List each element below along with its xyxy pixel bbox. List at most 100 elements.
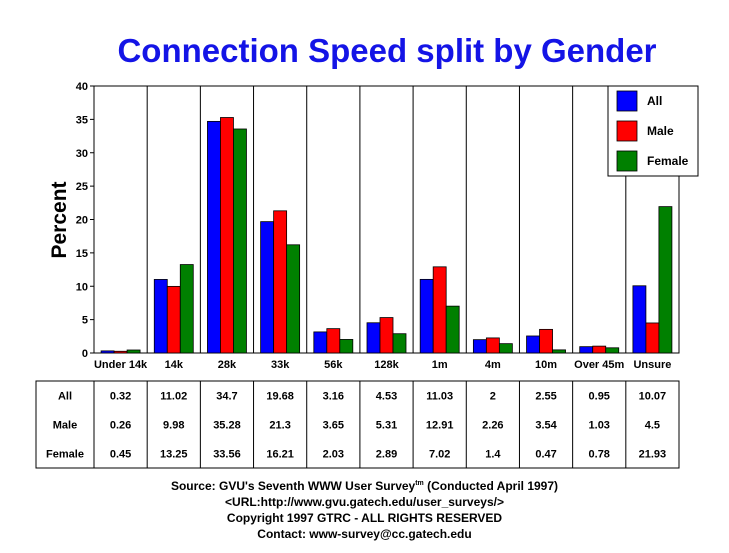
bar-all [579, 346, 594, 354]
bar-female [126, 349, 141, 354]
bar-male [273, 210, 288, 354]
table-cell: 7.02 [429, 449, 450, 461]
y-tick-label: 15 [76, 248, 88, 260]
table-cell: 2.55 [535, 391, 556, 403]
bar-male [379, 317, 394, 354]
bar-male [592, 345, 607, 354]
bar-female [392, 333, 407, 354]
table-cell: 21.93 [639, 449, 667, 461]
table-cell: 21.3 [269, 420, 290, 432]
bar-all [313, 331, 328, 354]
x-tick-label: 128k [374, 359, 399, 371]
table-cell: 34.7 [216, 391, 237, 403]
bar-all [260, 221, 275, 354]
y-tick-label: 25 [76, 181, 88, 193]
table-cell: 10.07 [639, 391, 667, 403]
legend-label: Male [647, 124, 674, 138]
x-tick-label: 56k [324, 359, 343, 371]
table-cell: 3.65 [323, 420, 344, 432]
table-frame [35, 380, 680, 469]
x-tick-label: 33k [271, 359, 290, 371]
x-tick-label: 4m [485, 359, 501, 371]
table-cell: 5.31 [376, 420, 397, 432]
source-text: Source: GVU's Seventh WWW User Survey [170, 479, 416, 493]
data-table: All 0.32 11.02 34.7 19.68 3.16 4.53 11.03 2 2.55 0… [35, 380, 680, 469]
bar-male [485, 337, 500, 354]
contact-text: Contact: www-survey@cc.gatech.edu [257, 527, 472, 541]
table-cell: 12.91 [426, 420, 454, 432]
table-cell: 3.54 [535, 420, 557, 432]
table-cell: 0.26 [110, 420, 131, 432]
table-cell: 19.68 [266, 391, 294, 403]
table-cell: 2.89 [376, 449, 397, 461]
bar-male [220, 117, 234, 354]
table-cell: 11.03 [426, 391, 453, 403]
bar-female [605, 347, 620, 354]
table-cell: 1.4 [485, 449, 501, 461]
table-row-label: All [58, 391, 72, 403]
table-cell: 4.5 [645, 420, 660, 432]
bar-female [286, 244, 301, 354]
x-tick-label: 10m [535, 359, 557, 371]
table-cell: 11.02 [160, 391, 187, 403]
table-cell: 35.28 [213, 420, 241, 432]
table-cell: 1.03 [589, 420, 610, 432]
x-tick-label: Over 45m [574, 359, 624, 371]
table-cell: 2 [490, 391, 496, 403]
bar-male [166, 285, 181, 354]
bar-female [445, 305, 460, 354]
bar-all [526, 335, 540, 354]
y-tick-label: 10 [76, 281, 88, 293]
legend-label: Female [647, 154, 689, 168]
bar-all [472, 339, 487, 354]
source-footer: Source: GVU's Seventh WWW User Surveytm … [0, 476, 729, 542]
legend-label: All [647, 94, 662, 108]
legend-swatch-all [616, 90, 638, 112]
table-cell: 33.56 [213, 449, 241, 461]
table-cell: 2.03 [323, 449, 344, 461]
table-cell: 2.26 [482, 420, 503, 432]
x-tick-label: Unsure [633, 359, 671, 371]
source-line: Source: GVU's Seventh WWW User Surveytm … [0, 476, 729, 494]
y-tick-label: 40 [76, 81, 88, 93]
bar-female [233, 128, 247, 354]
bar-all [632, 285, 647, 354]
bar-all [207, 120, 221, 354]
bar-female [339, 339, 354, 354]
table-cell: 0.32 [110, 391, 131, 403]
bar-male [432, 266, 447, 354]
y-axis-label: Percent [48, 181, 71, 258]
y-tick-label: 5 [82, 315, 88, 327]
trademark-mark: tm [415, 480, 424, 487]
bar-female [658, 206, 673, 354]
y-tick-label: 30 [76, 148, 88, 160]
table-cell: 4.53 [376, 391, 397, 403]
x-tick-label: Under 14k [94, 359, 148, 371]
y-tick-label: 35 [76, 114, 88, 126]
bar-male [645, 322, 660, 354]
bar-all [366, 322, 381, 354]
table-row-label: Female [46, 449, 84, 461]
x-tick-label: 28k [218, 359, 237, 371]
bar-female [498, 343, 513, 354]
plot-area: 0 5 10 15 20 25 30 35 40 Under 14k 14k 28k 33k 56k 128… [76, 81, 680, 371]
bar-male [113, 350, 128, 354]
bar-male [539, 328, 553, 354]
bar-all [153, 279, 168, 354]
table-cell: 9.98 [163, 420, 184, 432]
x-tick-label: 14k [165, 359, 184, 371]
table-cell: 16.21 [266, 449, 294, 461]
bar-all [100, 350, 115, 354]
y-tick-label: 20 [76, 215, 88, 227]
table-cell: 13.25 [160, 449, 188, 461]
table-cell: 0.47 [535, 449, 556, 461]
table-cell: 0.78 [589, 449, 610, 461]
y-tick-label: 0 [82, 348, 88, 360]
bar-female [179, 264, 194, 354]
legend: All Male Female [607, 85, 699, 177]
table-cell: 0.95 [589, 391, 610, 403]
bar-female [552, 349, 566, 354]
source-url: <URL:http://www.gvu.gatech.edu/user_surv… [225, 495, 504, 509]
bar-all [419, 278, 434, 354]
